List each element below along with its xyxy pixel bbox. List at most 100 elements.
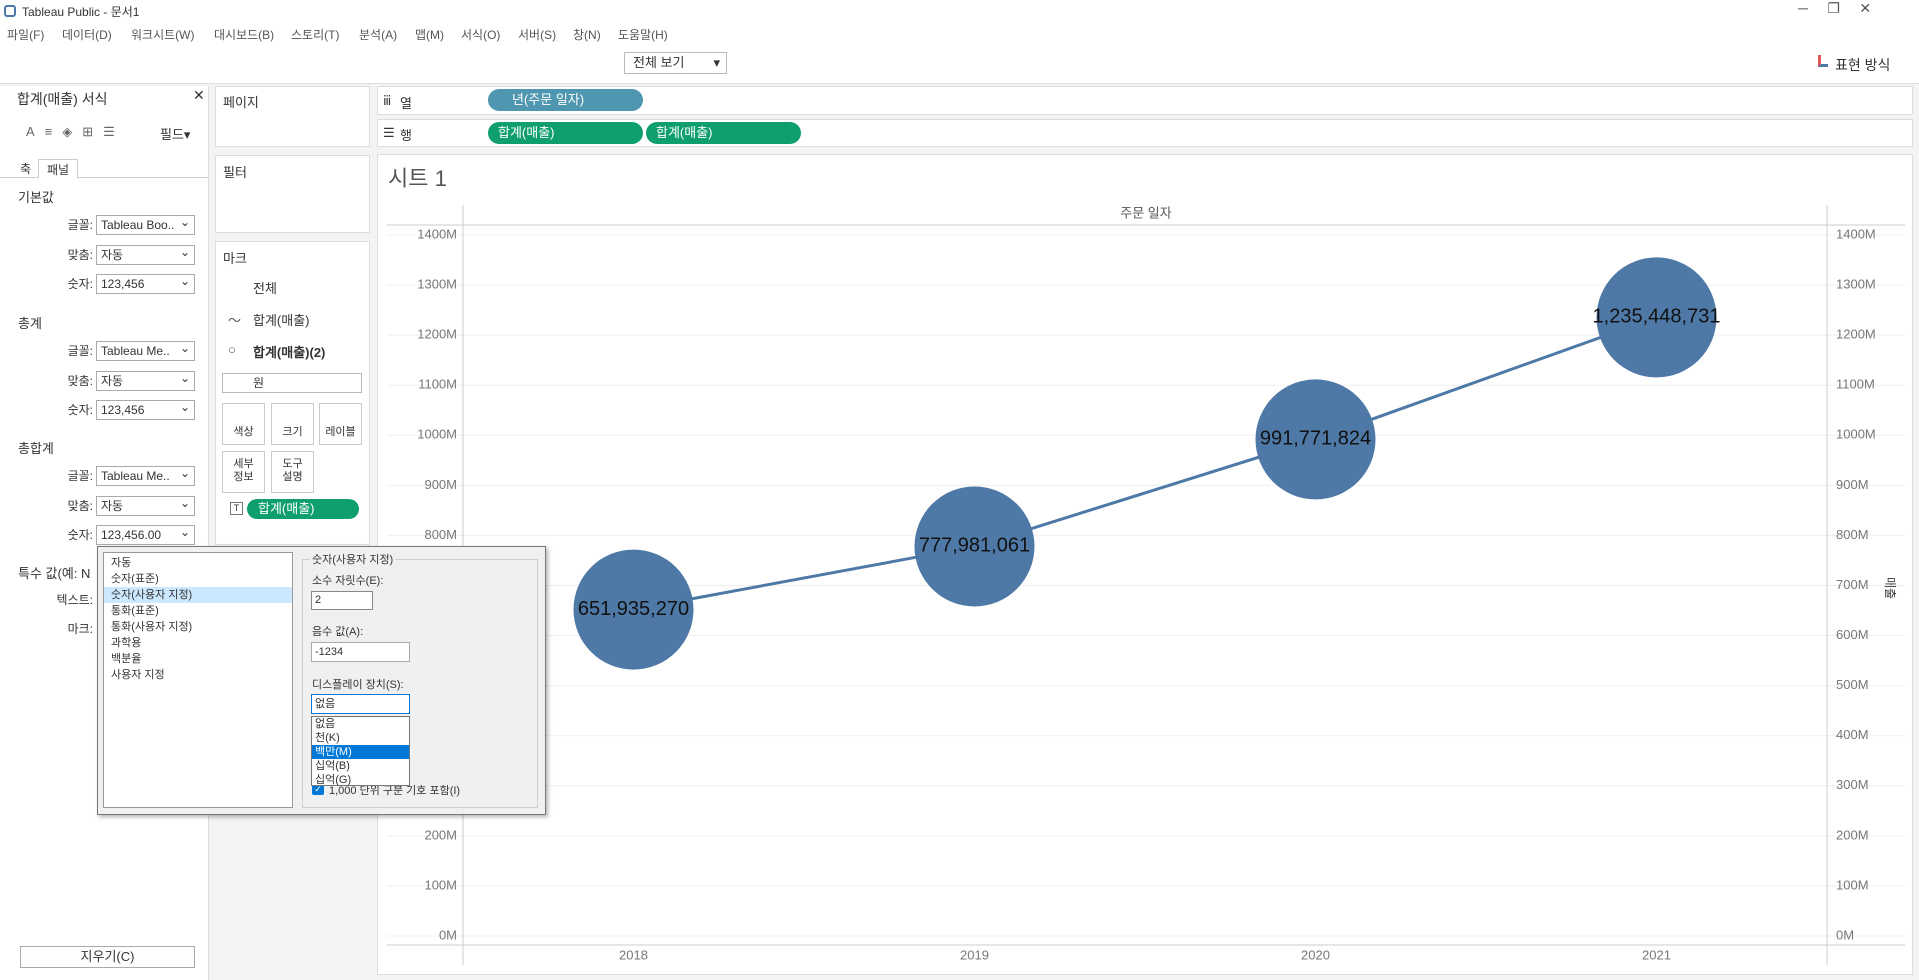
y-tick-label: 1400M [417, 226, 457, 241]
window-controls[interactable]: ─ ❐ ✕ [1798, 0, 1872, 16]
format-tab[interactable]: 축 [20, 162, 32, 176]
marks-item[interactable]: 합계(매출)(2) [253, 345, 326, 360]
row-pill[interactable]: 합계(매출) [488, 122, 643, 144]
caret: ⌄ [179, 274, 190, 288]
y-tick-label: 1100M [418, 377, 457, 392]
marks-button[interactable]: 세부 정보 [222, 451, 265, 493]
select-box[interactable]: -1234 [311, 642, 410, 662]
select-box[interactable]: 없음 [311, 694, 410, 714]
marks-button[interactable]: 레이블 [319, 403, 362, 445]
select-box[interactable]: 123,456.00 ⌄ [96, 525, 195, 545]
row-label: 맞춤: [67, 248, 93, 262]
menu-item[interactable]: 분석(A) [359, 28, 398, 42]
label-icon: T [230, 502, 243, 515]
select-box[interactable]: Tableau Boo.. ⌄ [96, 215, 195, 235]
category-item[interactable]: 통화(사용자 지정) [111, 621, 193, 633]
row-label: 맞춤: [67, 374, 93, 388]
menu-item[interactable]: 맵(M) [415, 28, 445, 42]
marks-item[interactable]: 합계(매출) [253, 313, 310, 328]
y2-tick-label: 1300M [1836, 277, 1876, 292]
mark-type-dropdown[interactable]: 원 [222, 373, 362, 393]
marks-item[interactable]: 전체 [253, 281, 277, 296]
row-label: 텍스트: [56, 593, 93, 607]
mark-icon: ○ [228, 342, 236, 357]
category-item[interactable]: 사용자 지정 [111, 669, 165, 681]
app-icon [4, 5, 16, 17]
caret: ⌄ [179, 215, 190, 229]
select-box[interactable]: 자동 ⌄ [96, 245, 195, 265]
toolbar [0, 44, 1919, 84]
dropdown-option[interactable]: 천(K) [315, 732, 340, 744]
menu-item[interactable]: 스토리(T) [291, 28, 340, 42]
clear-button[interactable]: 지우기(C) [20, 946, 195, 968]
field-label: 소수 자릿수(E): [312, 575, 384, 587]
format-icons[interactable]: A≡◈⊞☰ [26, 124, 125, 139]
menu-item[interactable]: 파일(F) [7, 28, 45, 42]
row-label: 숫자: [67, 277, 93, 291]
y-tick-label: 100M [424, 877, 457, 892]
window-title: Tableau Public - 문서1 [22, 5, 140, 19]
menu-item[interactable]: 서식(O) [461, 28, 501, 42]
category-item[interactable]: 숫자(표준) [111, 573, 159, 585]
field-button[interactable]: 필드▾ [160, 127, 191, 142]
show-me[interactable]: 표현 방식 [1835, 57, 1891, 73]
dropdown-option[interactable]: 십억(B) [315, 760, 350, 772]
category-item[interactable]: 과학용 [111, 637, 142, 649]
menu-item[interactable]: 서버(S) [518, 28, 557, 42]
category-item[interactable]: 숫자(사용자 지정) [104, 587, 292, 603]
row-pill[interactable]: 합계(매출) [646, 122, 801, 144]
columns-icon: ⅲ [383, 93, 392, 108]
select-box[interactable]: 123,456 ⌄ [96, 400, 195, 420]
category-item[interactable]: 백분율 [111, 653, 142, 665]
y2-tick-label: 900M [1836, 477, 1869, 492]
columns-label: 열 [400, 96, 412, 111]
format-tab[interactable]: 패널 [38, 159, 79, 178]
menu-item[interactable]: 워크시트(W) [131, 28, 195, 42]
spinner[interactable]: 2 [311, 591, 373, 610]
dropdown-option[interactable]: 백만(M) [312, 745, 409, 759]
column-pill[interactable]: 년(주문 일자) [488, 89, 643, 111]
menu-item[interactable]: 데이터(D) [62, 28, 112, 42]
menu-bar [0, 22, 1919, 44]
menu-item[interactable]: 창(N) [573, 28, 601, 42]
y2-tick-label: 700M [1836, 577, 1869, 592]
caret: ▾ [713, 55, 720, 70]
dropdown-option[interactable]: 십억(G) [315, 774, 352, 786]
caret: ⌄ [179, 400, 190, 414]
section-title: 총합계 [18, 441, 54, 456]
data-label: 777,981,061 [919, 535, 1030, 557]
field-label: 디스플레이 장치(S): [312, 679, 404, 691]
category-item[interactable]: 자동 [111, 557, 132, 569]
x-tick-label: 2021 [1642, 947, 1671, 962]
row-label: 숫자: [67, 528, 93, 542]
marks-button[interactable]: 도구 설명 [271, 451, 314, 493]
select-box[interactable]: 자동 ⌄ [96, 496, 195, 516]
close-button[interactable]: ✕ [193, 87, 205, 103]
select-box[interactable]: 123,456 ⌄ [96, 274, 195, 294]
select-box[interactable]: Tableau Me.. ⌄ [96, 466, 195, 486]
select-box[interactable]: Tableau Me.. ⌄ [96, 341, 195, 361]
marks-button[interactable]: 색상 [222, 403, 265, 445]
section-title: 총계 [18, 316, 42, 331]
select-box[interactable]: 자동 ⌄ [96, 371, 195, 391]
dropdown-option[interactable]: 없음 [315, 718, 336, 730]
menu-item[interactable]: 대시보드(B) [214, 28, 275, 42]
mark-icon: 〜 [228, 313, 242, 328]
marks-card [215, 241, 370, 545]
menu-item[interactable]: 도움말(H) [618, 28, 668, 42]
checkbox[interactable]: ✓ [312, 783, 324, 795]
data-label: 651,935,270 [578, 598, 689, 620]
marks-pill[interactable]: 합계(매출) [247, 499, 359, 519]
row-label: 글꼴: [67, 344, 93, 358]
data-label: 1,235,448,731 [1593, 306, 1721, 328]
marks-button[interactable]: 크기 [271, 403, 314, 445]
rows-label: 행 [400, 128, 412, 143]
circle-mark [573, 549, 694, 670]
y2-tick-label: 1100M [1836, 377, 1875, 392]
fit-dropdown[interactable]: 전체 보기 ▾ [624, 52, 727, 74]
x-tick-label: 2019 [960, 947, 989, 962]
y2-tick-label: 200M [1836, 827, 1869, 842]
row-label: 맞춤: [67, 499, 93, 513]
category-item[interactable]: 통화(표준) [111, 605, 159, 617]
